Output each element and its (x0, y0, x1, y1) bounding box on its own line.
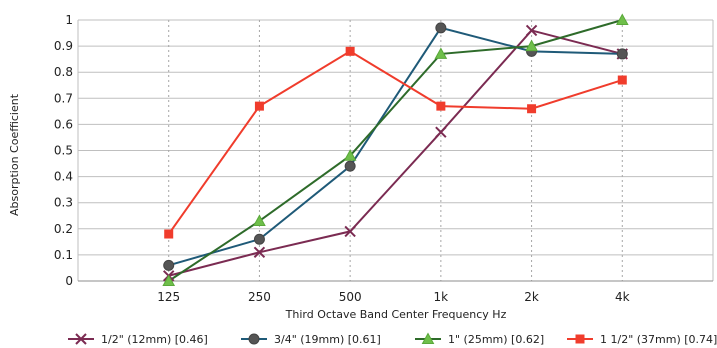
legend-label: 1" (25mm) [0.62] (448, 333, 544, 346)
series-line-2 (168, 19, 623, 282)
x-tick-label: 125 (157, 290, 180, 304)
x-tick-label: 2k (524, 290, 539, 304)
data-point (163, 259, 175, 271)
y-tick-label: 0.7 (54, 91, 73, 105)
y-tick-label: 0.5 (54, 144, 73, 158)
x-tick-label: 500 (339, 290, 362, 304)
data-point (616, 48, 628, 60)
data-point (164, 229, 174, 239)
x-tick-label: 4k (615, 290, 630, 304)
data-point (162, 274, 176, 286)
legend-label: 1/2" (12mm) [0.46] (101, 333, 208, 346)
data-point (525, 24, 538, 37)
y-tick-label: 0.6 (54, 117, 73, 131)
data-point (344, 225, 356, 238)
marker-layer (162, 13, 629, 286)
y-tick-label: 0.9 (54, 39, 73, 53)
series-line-0 (168, 29, 623, 277)
legend-item-1: 3/4" (19mm) [0.61] (241, 333, 381, 346)
data-point (435, 126, 447, 138)
data-point (434, 47, 448, 59)
x-marker-stroke (253, 246, 266, 258)
data-point (435, 22, 447, 34)
legend-label: 3/4" (19mm) [0.61] (274, 333, 381, 346)
data-point (525, 39, 538, 52)
series-layer (167, 19, 623, 282)
legend: 1/2" (12mm) [0.46] 3/4" (19mm) [0.61] 1" (… (68, 332, 717, 346)
x-tick-label: 1k (434, 290, 449, 304)
y-tick-label: 0 (65, 274, 73, 288)
data-point (345, 46, 355, 56)
data-point (343, 149, 357, 161)
axis-layer: 0 0.1 0.2 0.3 0.4 0.5 0.6 0.7 0.8 0.9 1 125 250 500 1k… (54, 13, 714, 304)
legend-swatch-marker (248, 333, 260, 345)
legend-swatch-marker (75, 333, 87, 345)
legend-item-0: 1/2" (12mm) [0.46] (68, 333, 208, 346)
legend-swatch-marker (421, 332, 435, 344)
data-point (615, 13, 629, 25)
y-tick-label: 0.8 (54, 65, 73, 79)
x-marker-stroke (525, 24, 538, 37)
y-tick-label: 0.1 (54, 248, 73, 262)
x-marker-stroke (435, 126, 447, 138)
y-tick-label: 0.2 (54, 222, 73, 236)
series-line-3 (167, 50, 623, 235)
legend-item-3: 1 1/2" (37mm) [0.74] (567, 333, 717, 346)
y-axis-title: Absorption Coefficient (8, 93, 21, 216)
x-axis-title: Third Octave Band Center Frequency Hz (285, 308, 507, 321)
data-point (344, 160, 356, 172)
x-marker-stroke (75, 333, 87, 345)
x-marker-stroke (344, 225, 356, 238)
data-point (254, 101, 264, 111)
data-point (527, 104, 537, 114)
y-tick-label: 1 (65, 13, 73, 27)
data-point (253, 233, 265, 245)
legend-swatch-marker (575, 334, 585, 344)
y-tick-label: 0.4 (54, 170, 73, 184)
data-point (253, 246, 266, 258)
series-line-1 (168, 26, 623, 267)
data-point (617, 75, 627, 85)
data-point (436, 101, 446, 111)
legend-label: 1 1/2" (37mm) [0.74] (600, 333, 717, 346)
grid-layer (78, 19, 713, 282)
y-tick-label: 0.3 (54, 196, 73, 210)
x-tick-label: 250 (248, 290, 271, 304)
legend-item-2: 1" (25mm) [0.62] (415, 332, 544, 346)
data-point (253, 214, 266, 226)
